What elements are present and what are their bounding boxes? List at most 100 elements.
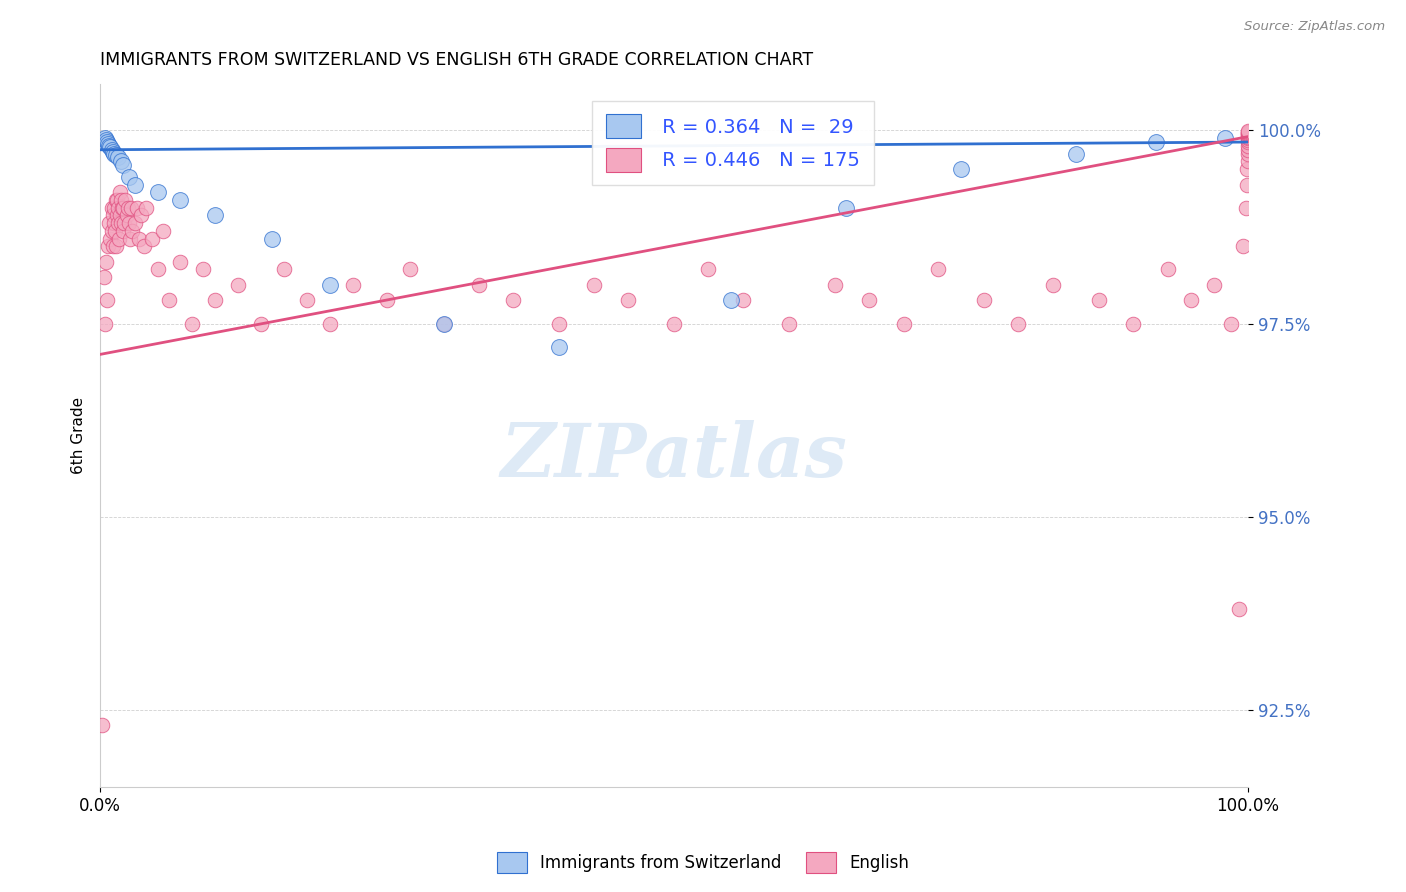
Point <box>193 262 215 277</box>
Point <box>93 131 115 145</box>
Point <box>548 340 571 354</box>
Point <box>1180 293 1202 308</box>
Point <box>399 262 422 277</box>
Point <box>98 216 121 230</box>
Point <box>101 208 124 222</box>
Point <box>100 143 122 157</box>
Point <box>107 216 129 230</box>
Legend: Immigrants from Switzerland, English: Immigrants from Switzerland, English <box>489 846 917 880</box>
Point <box>778 317 800 331</box>
Point <box>1237 129 1260 144</box>
Point <box>118 216 141 230</box>
Point <box>1213 131 1236 145</box>
Point <box>226 277 249 292</box>
Point <box>468 277 491 292</box>
Point <box>318 277 340 292</box>
Point <box>146 186 169 200</box>
Point <box>110 208 132 222</box>
Point <box>141 231 163 245</box>
Point <box>1064 146 1087 161</box>
Point <box>169 254 191 268</box>
Y-axis label: 6th Grade: 6th Grade <box>72 397 86 474</box>
Point <box>110 154 132 169</box>
Point <box>131 208 153 222</box>
Point <box>1236 162 1258 177</box>
Point <box>105 208 128 222</box>
Point <box>662 317 685 331</box>
Point <box>720 293 742 308</box>
Point <box>97 239 120 253</box>
Point <box>433 317 456 331</box>
Point <box>1237 128 1260 142</box>
Point <box>1007 317 1029 331</box>
Point <box>111 224 134 238</box>
Point <box>1237 135 1260 149</box>
Point <box>104 224 127 238</box>
Point <box>121 224 143 238</box>
Point <box>124 178 146 192</box>
Point <box>152 224 174 238</box>
Point <box>94 254 117 268</box>
Point <box>582 277 605 292</box>
Point <box>105 239 128 253</box>
Point <box>110 216 132 230</box>
Text: Source: ZipAtlas.com: Source: ZipAtlas.com <box>1244 20 1385 33</box>
Legend:  R = 0.364   N =  29,  R = 0.446   N = 175: R = 0.364 N = 29, R = 0.446 N = 175 <box>592 101 873 186</box>
Point <box>1236 178 1258 192</box>
Point <box>98 139 121 153</box>
Point <box>112 158 135 172</box>
Point <box>1227 602 1250 616</box>
Point <box>273 262 295 277</box>
Point <box>101 224 124 238</box>
Point <box>103 201 125 215</box>
Point <box>105 148 128 162</box>
Point <box>104 193 127 207</box>
Point <box>1156 262 1178 277</box>
Point <box>120 201 142 215</box>
Point <box>1087 293 1109 308</box>
Point <box>93 317 115 331</box>
Point <box>502 293 524 308</box>
Point <box>157 293 180 308</box>
Point <box>1236 154 1258 169</box>
Point <box>1042 277 1064 292</box>
Point <box>108 186 131 200</box>
Point <box>1122 317 1144 331</box>
Point <box>973 293 995 308</box>
Point <box>342 277 364 292</box>
Point <box>204 208 226 222</box>
Point <box>96 135 118 149</box>
Point <box>617 293 640 308</box>
Point <box>118 169 141 184</box>
Point <box>128 231 150 245</box>
Point <box>1237 131 1260 145</box>
Point <box>117 201 139 215</box>
Point <box>124 216 146 230</box>
Point <box>100 201 122 215</box>
Point <box>731 293 754 308</box>
Point <box>169 193 191 207</box>
Point <box>250 317 273 331</box>
Point <box>103 216 125 230</box>
Point <box>375 293 398 308</box>
Point <box>824 277 846 292</box>
Point <box>204 293 226 308</box>
Point <box>100 231 122 245</box>
Text: IMMIGRANTS FROM SWITZERLAND VS ENGLISH 6TH GRADE CORRELATION CHART: IMMIGRANTS FROM SWITZERLAND VS ENGLISH 6… <box>100 51 813 69</box>
Point <box>181 317 204 331</box>
Point <box>132 239 155 253</box>
Point <box>318 317 340 331</box>
Point <box>1202 277 1225 292</box>
Point <box>96 293 118 308</box>
Point <box>893 317 915 331</box>
Point <box>107 201 129 215</box>
Point <box>94 133 117 147</box>
Point <box>1237 126 1260 140</box>
Point <box>112 216 135 230</box>
Point <box>927 262 949 277</box>
Point <box>111 201 134 215</box>
Point <box>1234 201 1257 215</box>
Point <box>262 231 284 245</box>
Point <box>858 293 880 308</box>
Point <box>146 262 169 277</box>
